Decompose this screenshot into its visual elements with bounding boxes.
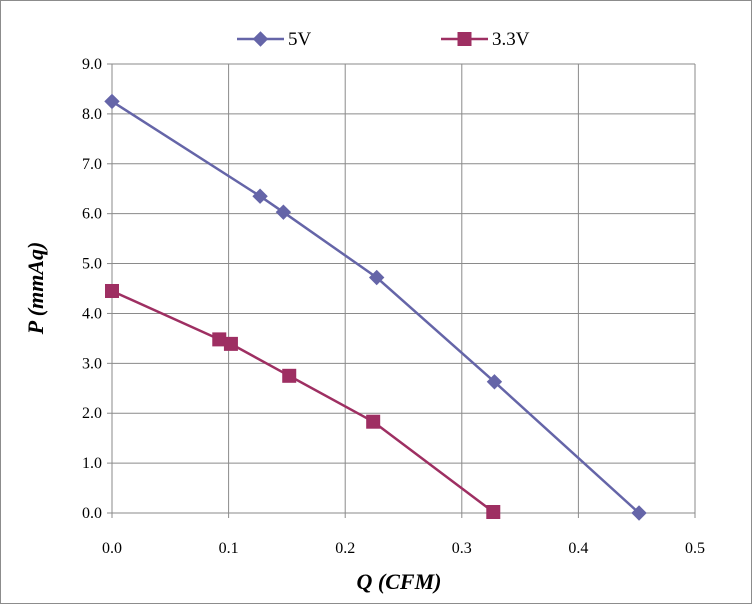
x-tick-label: 0.5 bbox=[685, 540, 705, 557]
data-point bbox=[486, 374, 503, 390]
y-tick-label: 3.0 bbox=[82, 355, 102, 372]
x-axis-title: Q (CFM) bbox=[357, 569, 442, 594]
data-point bbox=[105, 283, 119, 298]
data-point bbox=[282, 368, 297, 383]
x-tick-label: 0.2 bbox=[335, 540, 355, 557]
y-tick-label: 2.0 bbox=[82, 405, 102, 422]
y-tick-label: 6.0 bbox=[82, 206, 102, 223]
x-tick-label: 0.4 bbox=[568, 540, 588, 557]
y-axis-title: P (mmAq) bbox=[23, 242, 48, 336]
data-point bbox=[368, 269, 385, 286]
y-tick-label: 9.0 bbox=[82, 56, 102, 73]
axes bbox=[107, 63, 696, 518]
x-tick-label: 0.0 bbox=[102, 540, 122, 557]
data-point bbox=[486, 505, 501, 520]
y-tick-label: 4.0 bbox=[82, 305, 102, 322]
legend-marker bbox=[457, 32, 472, 46]
legend-label: 5V bbox=[288, 29, 312, 50]
series-2 bbox=[105, 283, 501, 520]
y-tick-label: 5.0 bbox=[82, 256, 102, 273]
x-tick-label: 0.1 bbox=[219, 540, 239, 557]
y-tick-label: 7.0 bbox=[82, 156, 102, 173]
data-series bbox=[104, 93, 647, 521]
data-point bbox=[223, 336, 238, 351]
data-point bbox=[366, 414, 381, 429]
grid-lines bbox=[112, 63, 696, 513]
y-tick-label: 1.0 bbox=[82, 455, 102, 472]
series-line bbox=[111, 100, 640, 514]
legend-marker bbox=[252, 31, 269, 47]
legend-label: 3.3V bbox=[492, 29, 530, 50]
data-point bbox=[631, 505, 647, 521]
data-point bbox=[275, 204, 292, 220]
y-tick-label: 0.0 bbox=[82, 505, 102, 522]
series-1 bbox=[104, 93, 647, 521]
tick-labels: 0.0 1.0 2.0 3.0 4.0 5.0 6.0 7.0 8.0 9.0 0.0 0.1 0.2 0… bbox=[82, 56, 705, 557]
legend-item-1: 5V bbox=[237, 29, 312, 50]
legend: 5V 3.3V bbox=[237, 29, 530, 50]
data-point bbox=[212, 332, 227, 347]
series-line bbox=[111, 289, 495, 513]
legend-item-2: 3.3V bbox=[441, 29, 530, 50]
data-point bbox=[252, 188, 268, 204]
x-tick-label: 0.3 bbox=[452, 540, 472, 557]
data-point bbox=[104, 93, 120, 110]
y-tick-label: 8.0 bbox=[82, 106, 102, 123]
